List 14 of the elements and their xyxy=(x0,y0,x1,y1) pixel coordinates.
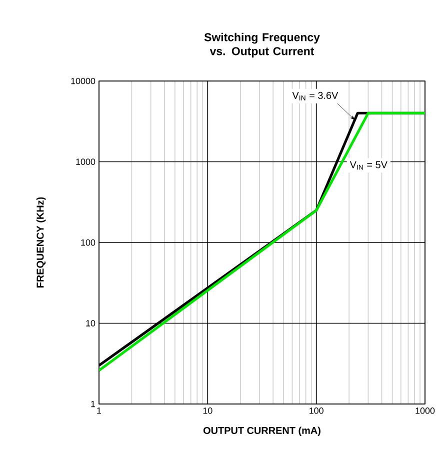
y-tick-label: 1000 xyxy=(76,158,96,165)
y-tick-label: 100 xyxy=(81,239,96,246)
y-tick-label: 1 xyxy=(91,400,96,408)
x-axis-title: OUTPUT CURRENT (mA) xyxy=(203,426,320,436)
y-tick-label: 10 xyxy=(86,320,96,326)
chart-title: Switching Frequency vs. Output Current xyxy=(204,32,320,58)
y-tick-label: 10000 xyxy=(71,78,96,84)
series-label: V$_{IN}$ = 5V xyxy=(350,161,388,170)
x-tick-label: 10 xyxy=(203,408,212,414)
x-tick-label: 1 xyxy=(97,408,102,414)
y-axis-title: FREQUENCY (KHz) xyxy=(36,197,46,288)
x-tick-label: 100 xyxy=(310,408,324,414)
text: V$_{IN}$ = 3.6V xyxy=(292,92,338,100)
x-tick-label: 1000 xyxy=(416,408,435,414)
